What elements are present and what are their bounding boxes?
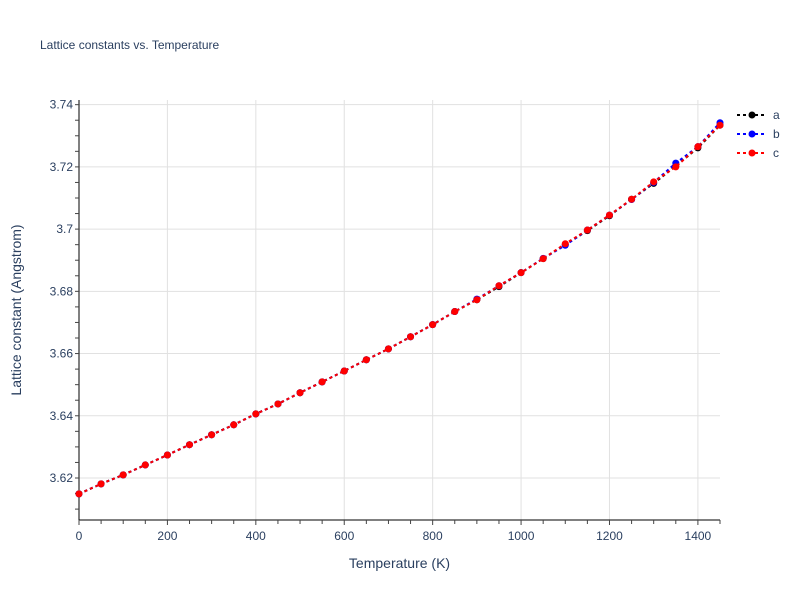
legend-label-b: b	[773, 127, 780, 141]
y-tick-label: 3.66	[50, 347, 74, 361]
x-tick-label: 0	[76, 529, 83, 543]
data-point-c	[451, 308, 459, 316]
data-point-c	[407, 333, 415, 341]
x-tick-label: 600	[334, 529, 354, 543]
y-tick-label: 3.72	[50, 160, 74, 174]
legend-marker-c	[748, 149, 756, 157]
data-point-c	[495, 282, 503, 290]
data-point-c	[429, 321, 437, 329]
legend-marker-b	[748, 130, 756, 138]
x-tick-label: 400	[246, 529, 266, 543]
y-tick-label: 3.68	[50, 284, 74, 298]
x-tick-label: 200	[157, 529, 177, 543]
x-tick-label: 1400	[685, 529, 712, 543]
data-point-c	[230, 421, 238, 429]
data-point-c	[318, 378, 326, 386]
series-line-c	[78, 124, 721, 495]
y-tick-label: 3.74	[50, 98, 74, 112]
y-tick-label: 3.64	[50, 409, 74, 423]
data-point-c	[517, 269, 525, 277]
data-point-c	[583, 226, 591, 234]
y-tick-label: 3.7	[56, 222, 73, 236]
data-point-c	[650, 178, 658, 186]
legend-label-c: c	[773, 146, 779, 160]
x-axis-label: Temperature (K)	[349, 555, 450, 571]
data-point-c	[186, 441, 194, 449]
data-point-c	[362, 356, 370, 364]
data-point-c	[296, 389, 304, 397]
data-point-c	[75, 490, 83, 498]
x-tick-label: 1200	[596, 529, 623, 543]
y-axis-label: Lattice constant (Angstrom)	[8, 224, 24, 395]
data-point-c	[340, 367, 348, 375]
series-line-a	[78, 124, 721, 495]
data-point-c	[274, 400, 282, 408]
data-point-c	[119, 471, 127, 479]
chart-title: Lattice constants vs. Temperature	[40, 38, 220, 52]
data-point-c	[473, 296, 481, 304]
data-point-c	[252, 410, 260, 418]
data-point-c	[141, 461, 149, 469]
data-point-c	[384, 345, 392, 353]
data-point-c	[208, 431, 216, 439]
data-point-c	[694, 143, 702, 151]
data-point-c	[163, 451, 171, 459]
legend-marker-a	[748, 111, 756, 119]
legend-label-a: a	[773, 108, 780, 122]
x-tick-label: 1000	[508, 529, 535, 543]
data-point-c	[561, 240, 569, 248]
data-point-c	[628, 195, 636, 203]
series-line-b	[78, 122, 721, 495]
data-point-c	[605, 211, 613, 219]
data-point-c	[97, 480, 105, 488]
data-point-c	[539, 255, 547, 263]
y-tick-label: 3.62	[50, 471, 74, 485]
x-tick-label: 800	[423, 529, 443, 543]
data-point-c	[716, 121, 724, 129]
data-point-c	[672, 163, 680, 171]
